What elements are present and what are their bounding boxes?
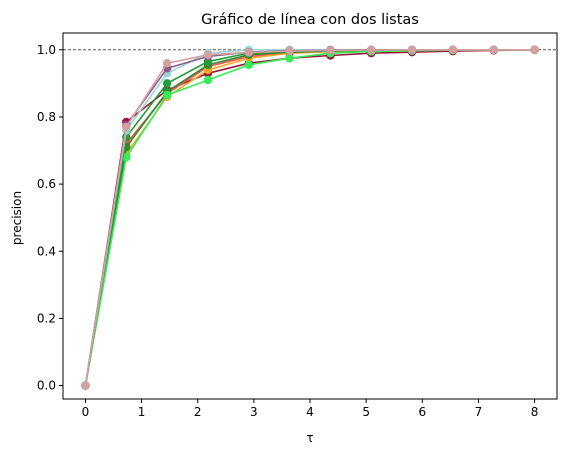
y-tick-label: 0.6 (37, 177, 56, 191)
series-line (84, 48, 535, 386)
data-point (285, 46, 294, 56)
series-7 (81, 45, 539, 390)
x-tick-label: 4 (306, 405, 314, 419)
series-line (84, 48, 535, 386)
x-tick-label: 5 (362, 405, 370, 419)
data-point (203, 50, 213, 60)
x-tick-label: 1 (138, 405, 146, 419)
series-line (84, 48, 535, 386)
x-axis-label: τ (306, 431, 313, 445)
x-axis: 0 1 2 3 4 5 6 7 8 (82, 399, 539, 419)
series-9 (81, 45, 539, 390)
series-line (84, 48, 535, 386)
x-tick-label: 2 (194, 405, 202, 419)
series-line (84, 48, 535, 386)
x-tick-label: 8 (531, 405, 539, 419)
plot-frame (62, 32, 558, 400)
data-point (326, 46, 335, 55)
series-line (84, 48, 535, 386)
data-point (203, 75, 213, 85)
series-line (84, 48, 535, 386)
y-tick-label: 0.0 (37, 379, 56, 393)
x-tick-label: 3 (250, 405, 258, 419)
plot-area (62, 32, 558, 400)
y-axis-label: precision (10, 191, 24, 245)
y-tick-label: 0.8 (37, 110, 56, 124)
data-point (122, 153, 131, 162)
data-point (367, 45, 376, 55)
data-point (122, 122, 131, 132)
y-tick-label: 0.2 (37, 311, 56, 325)
series-line (84, 48, 535, 386)
chart-title: Gráfico de línea con dos listas (201, 12, 419, 28)
y-tick-label: 0.4 (37, 244, 56, 258)
data-point (162, 79, 172, 88)
data-point (448, 45, 458, 54)
data-point (81, 381, 90, 390)
data-point (162, 59, 172, 68)
data-point (530, 45, 539, 54)
x-tick-label: 7 (475, 405, 483, 419)
y-tick-label: 1.0 (37, 43, 56, 57)
data-point (244, 48, 253, 57)
x-tick-label: 0 (82, 405, 90, 419)
data-point (489, 45, 498, 54)
data-point (244, 60, 253, 70)
y-axis: 0.0 0.2 0.4 0.6 0.8 1.0 (37, 43, 63, 393)
data-point (162, 90, 172, 100)
x-tick-label: 6 (418, 405, 426, 419)
data-point (407, 45, 417, 54)
data-point (285, 53, 294, 63)
series-line (84, 48, 535, 386)
